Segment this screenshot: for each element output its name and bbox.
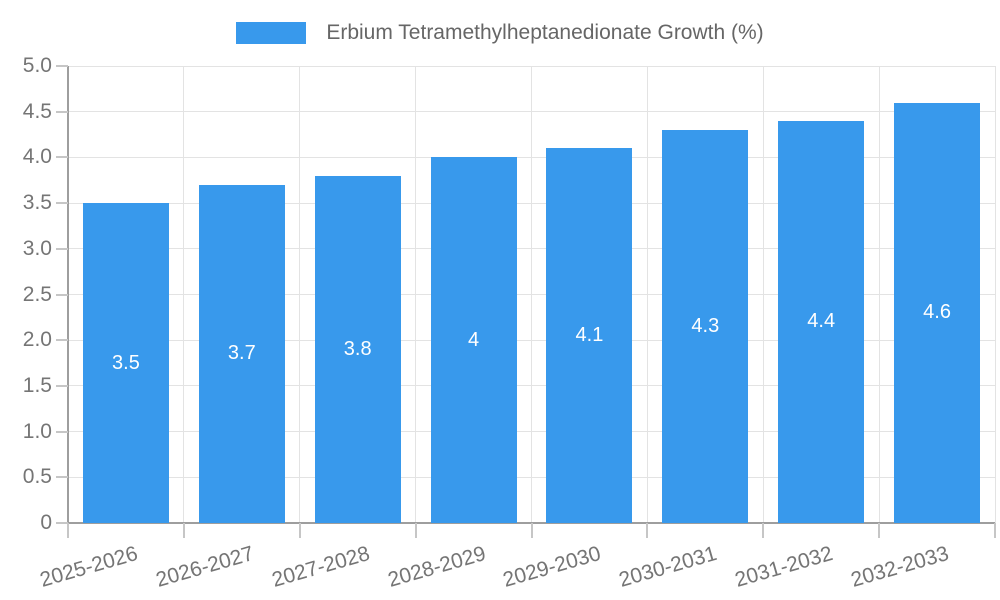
bar: 4.6	[894, 102, 981, 523]
x-tick	[182, 523, 185, 538]
y-tick-label: 3.5	[22, 191, 52, 215]
y-tick-label: 0.5	[22, 465, 52, 489]
y-tick-label: 3.0	[22, 236, 52, 260]
x-gridline	[994, 66, 996, 523]
legend-label[interactable]: Erbium Tetramethylheptanedionate Growth …	[326, 21, 764, 44]
y-tick	[56, 522, 68, 524]
y-tick-label: 1.5	[22, 373, 52, 397]
x-gridline	[762, 66, 764, 523]
x-tick	[67, 523, 69, 538]
y-tick-label: 5.0	[22, 54, 52, 77]
bar: 4.4	[778, 120, 865, 523]
x-tick	[878, 523, 881, 538]
bar: 3.8	[314, 175, 401, 523]
y-tick-label: 4.0	[22, 145, 52, 169]
y-axis-line	[67, 66, 69, 523]
y-tick	[56, 110, 68, 113]
bar: 3.5	[82, 203, 169, 523]
legend-swatch-icon[interactable]	[236, 22, 307, 44]
y-tick	[56, 247, 68, 250]
bar: 4.1	[546, 148, 633, 523]
y-tick	[56, 293, 68, 296]
bar-value-label: 3.8	[343, 337, 372, 360]
x-gridline	[878, 66, 880, 523]
y-tick-label: 1.0	[22, 419, 52, 443]
x-tick	[994, 523, 996, 538]
x-gridline	[183, 66, 185, 523]
x-tick	[646, 523, 649, 538]
y-tick-label: 2.0	[22, 328, 52, 352]
bar: 3.7	[198, 184, 285, 523]
x-gridline	[415, 66, 417, 523]
bar-value-label: 4.3	[691, 314, 720, 337]
bar-value-label: 3.7	[227, 342, 256, 365]
x-tick	[414, 523, 417, 538]
bar: 4.3	[662, 129, 749, 523]
bar-value-label: 3.5	[112, 351, 140, 374]
bar: 4	[430, 157, 517, 523]
legend[interactable]: Erbium Tetramethylheptanedionate Growth …	[0, 18, 1000, 48]
y-tick-label: 2.5	[22, 282, 52, 306]
y-tick	[56, 384, 68, 387]
x-tick	[530, 523, 533, 538]
y-tick	[56, 430, 68, 433]
x-tick	[762, 523, 765, 538]
y-tick-label: 0	[40, 511, 52, 534]
bar-value-label: 4.4	[807, 310, 836, 333]
y-tick	[56, 156, 68, 159]
y-tick	[56, 476, 68, 479]
y-tick-label: 4.5	[22, 99, 52, 123]
x-tick	[298, 523, 301, 538]
bar-value-label: 4.6	[923, 301, 951, 324]
x-gridline	[646, 66, 648, 523]
bar-value-label: 4	[468, 328, 480, 351]
x-gridline	[531, 66, 532, 523]
y-tick	[56, 202, 68, 205]
bar-value-label: 4.1	[575, 324, 604, 347]
x-gridline	[299, 66, 301, 523]
y-tick	[56, 65, 68, 67]
y-tick	[56, 339, 68, 342]
